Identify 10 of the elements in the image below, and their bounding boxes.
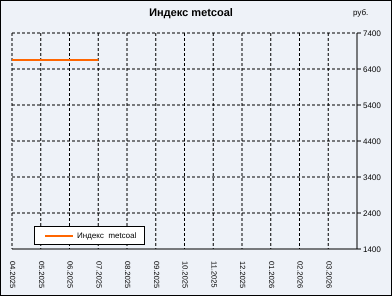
y-tick-label: 1400: [363, 244, 382, 254]
legend-label: Индекс metcoal: [77, 231, 136, 240]
y-tick-label: 5400: [363, 100, 382, 110]
y-tick-label: 2400: [363, 208, 382, 218]
y-tick-label: 4400: [363, 136, 382, 146]
y-axis-title: руб.: [353, 8, 368, 17]
chart-title: Индекс metcoal: [149, 7, 233, 19]
y-tick-label: 6400: [363, 64, 382, 74]
y-tick-label: 3400: [363, 172, 382, 182]
y-tick-label: 7400: [363, 28, 382, 38]
